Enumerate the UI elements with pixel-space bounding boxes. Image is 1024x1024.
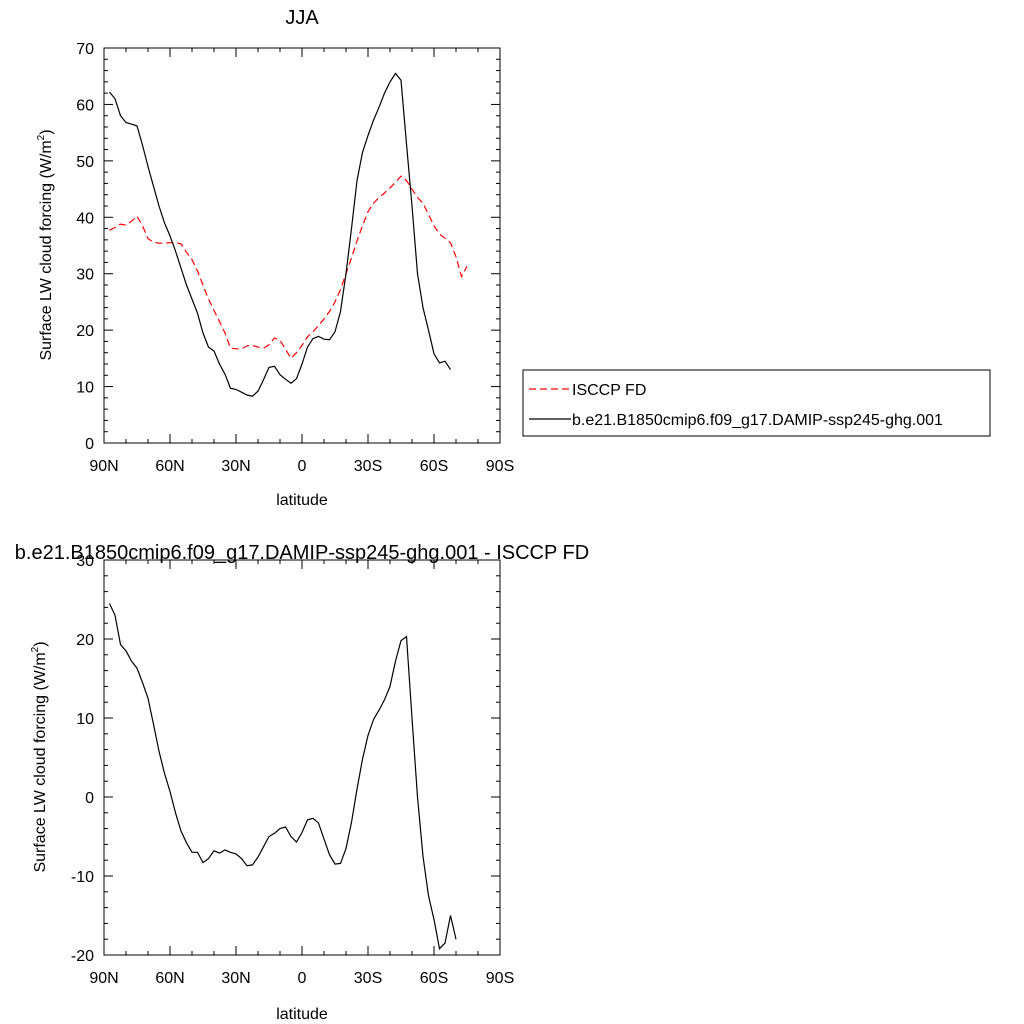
top-panel-y-tick-label: 60 (76, 97, 94, 114)
bottom-panel-y-axis-label-close: ) (32, 641, 49, 646)
top-panel-x-tick-label: 0 (298, 458, 307, 475)
top-panel-x-tick-label: 30S (354, 458, 382, 475)
top-panel-x-tick-label: 60S (420, 458, 448, 475)
bottom-panel-x-tick-label: 90S (486, 970, 514, 987)
bottom-panel-y-tick-label: 0 (85, 790, 94, 807)
top-panel-x-tick-label: 30N (221, 458, 250, 475)
top-panel-y-tick-label: 10 (76, 380, 94, 397)
top-panel-y-tick-label: 70 (76, 41, 94, 58)
top-panel-x-tick-label: 90S (486, 458, 514, 475)
top-panel-series-line-0 (109, 175, 468, 360)
bottom-panel-y-tick-label: -20 (71, 948, 94, 965)
top-panel-y-axis-label-main: Surface LW cloud forcing (W/m (38, 140, 55, 360)
top-panel-axes: 0 10 20 30 40 50 60 70 90N 60N 30N 0 30S 60S 90S (76, 41, 514, 475)
legend-label-model: b.e21.B1850cmip6.f09_g17.DAMIP-ssp245-gh… (572, 412, 943, 429)
top-panel-y-tick-label: 30 (76, 267, 94, 284)
top-panel-x-tick-label: 60N (155, 458, 184, 475)
top-panel: JJA 0 10 20 30 40 50 60 70 90N 60N 30N 0 30S 60S 90S l… (36, 7, 991, 509)
top-panel-series (109, 72, 468, 397)
bottom-panel-x-tick-label: 90N (89, 970, 118, 987)
bottom-panel-x-tick-label: 60N (155, 970, 184, 987)
bottom-panel-title: b.e21.B1850cmip6.f09_g17.DAMIP-ssp245-gh… (15, 542, 589, 564)
top-panel-y-tick-label: 40 (76, 210, 94, 227)
bottom-panel-series-line-0 (108, 603, 457, 950)
top-panel-y-axis-label-sup: 2 (36, 134, 47, 140)
top-panel-y-axis-label-close: ) (38, 129, 55, 134)
legend-label-isccp: ISCCP FD (572, 382, 646, 399)
bottom-panel-x-tick-label: 30S (354, 970, 382, 987)
top-panel-title: JJA (285, 7, 319, 29)
top-panel-series-line-1 (109, 72, 452, 397)
top-panel-frame (103, 47, 501, 444)
legend: ISCCP FD b.e21.B1850cmip6.f09_g17.DAMIP-… (522, 369, 991, 437)
bottom-panel-x-tick-label: 0 (298, 970, 307, 987)
bottom-panel-y-tick-label: 20 (76, 632, 94, 649)
top-panel-y-tick-label: 50 (76, 154, 94, 171)
bottom-panel-y-tick-label: 30 (76, 553, 94, 570)
bottom-panel-y-axis-label-main: Surface LW cloud forcing (W/m (32, 652, 49, 872)
bottom-panel-y-axis-label-sup: 2 (30, 646, 41, 652)
top-panel-x-tick-label: 90N (89, 458, 118, 475)
bottom-panel-y-tick-label: -10 (71, 869, 94, 886)
bottom-panel-x-axis-label: latitude (276, 1006, 328, 1023)
bottom-panel-y-axis-label: Surface LW cloud forcing (W/m2) (30, 641, 49, 872)
bottom-panel-y-tick-label: 10 (76, 711, 94, 728)
top-panel-y-axis-label: Surface LW cloud forcing (W/m2) (36, 129, 55, 360)
bottom-panel-x-tick-label: 30N (221, 970, 250, 987)
bottom-panel-frame (103, 559, 501, 956)
top-panel-y-tick-label: 0 (85, 436, 94, 453)
legend-box (522, 369, 991, 437)
bottom-panel: b.e21.B1850cmip6.f09_g17.DAMIP-ssp245-gh… (15, 542, 589, 1023)
bottom-panel-axes: -20 -10 0 10 20 30 90N 60N 30N 0 30S 60S 90S (71, 553, 514, 987)
top-panel-x-axis-label: latitude (276, 492, 328, 509)
top-panel-y-tick-label: 20 (76, 323, 94, 340)
bottom-panel-series (108, 603, 457, 950)
bottom-panel-x-tick-label: 60S (420, 970, 448, 987)
